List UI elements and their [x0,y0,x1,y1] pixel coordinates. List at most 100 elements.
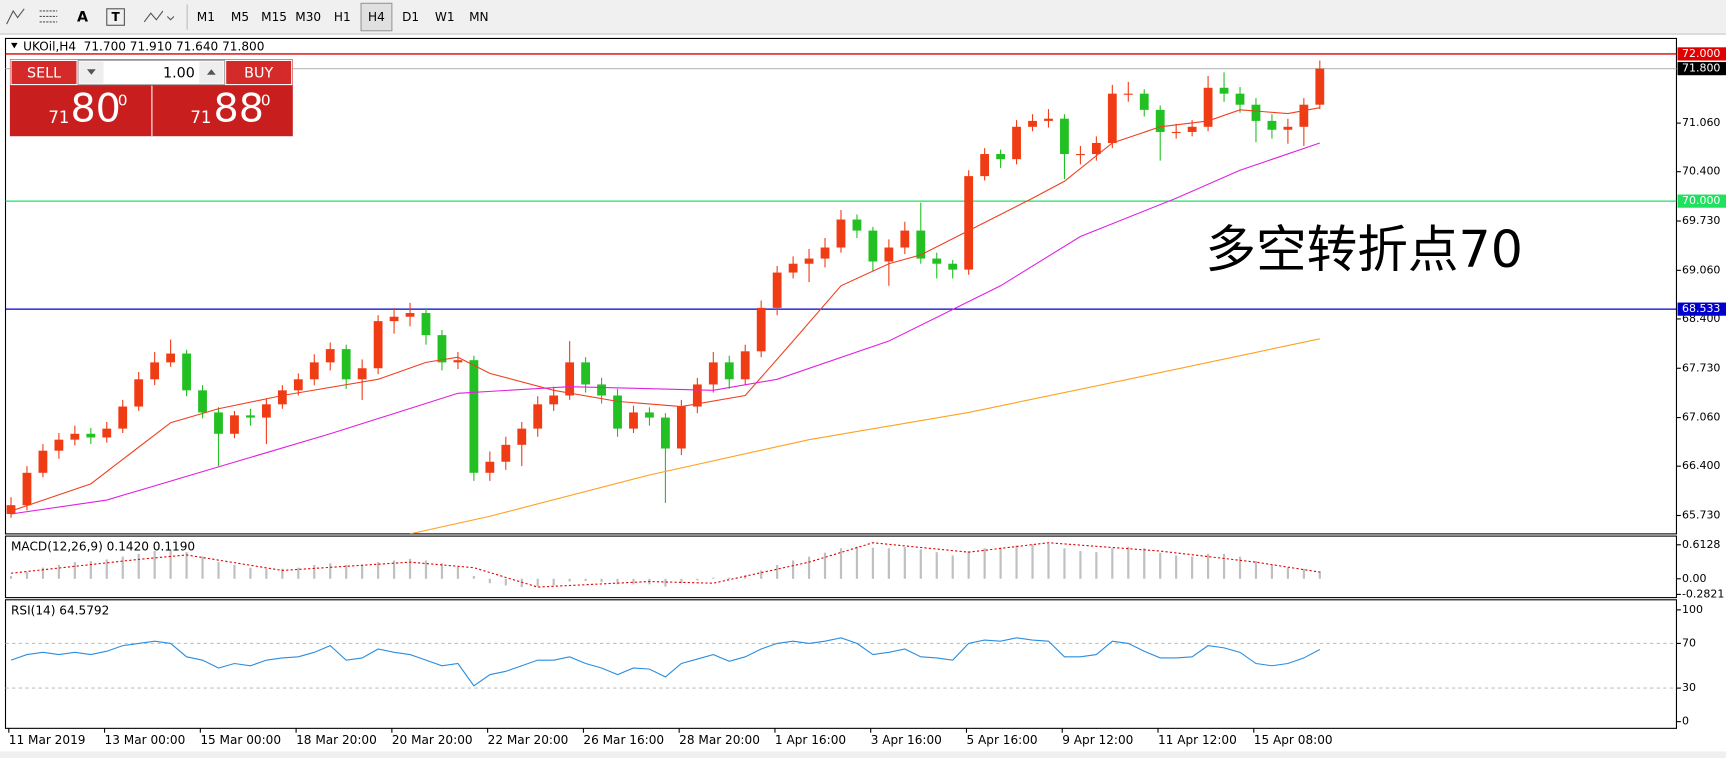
icon-arrows [143,10,175,23]
timeframe-button[interactable]: M15 [261,10,287,24]
candle-body [1091,142,1101,155]
candle-body [485,461,495,473]
candle-body [70,433,80,440]
candle-body [22,472,32,506]
candle-body [1203,87,1213,127]
candle-body [772,272,782,308]
candle-body [230,415,239,434]
timeframe-button[interactable]: M30 [295,10,321,24]
candle-body [964,176,974,270]
timeframe-button[interactable]: M5 [231,10,249,24]
candle-body [246,415,255,418]
macd-bar [951,555,954,579]
y-tick-label: 67.730 [1682,361,1720,374]
macd-bar [1238,556,1242,579]
x-tick-label: 20 Mar 20:00 [392,733,473,747]
buy-button[interactable] [225,59,293,86]
rsi-label: RSI(14) 64.5792 [11,603,109,617]
icon-chart [6,8,25,25]
down-arrow[interactable] [86,69,96,75]
buy-big[interactable]: 71 [190,108,211,127]
sell-label[interactable]: SELL [27,66,61,82]
candle-body [1123,93,1133,95]
sell-button[interactable] [10,59,78,86]
tool-label[interactable]: T [111,10,120,24]
candle-body [868,230,878,262]
macd-bar [584,578,587,581]
sell-pips[interactable]: 80 [70,85,120,131]
macd-bar [217,562,220,579]
macd-bar [440,563,444,579]
candle-body [453,360,463,363]
candle-body [692,384,702,407]
timeframe-button[interactable]: H4 [368,10,385,24]
candle-body [549,395,559,405]
macd-bar [568,578,571,582]
timeframe-button[interactable]: D1 [402,10,419,24]
buy-pips[interactable]: 88 [214,85,264,131]
x-tick-label: 26 Mar 16:00 [583,733,664,747]
tab-bar [0,751,1726,758]
candle-body [1267,120,1277,130]
active-frame[interactable] [360,2,393,32]
axes: 71.06070.40069.73069.06068.40067.73067.0… [8,47,1726,747]
candle-body [1219,87,1229,94]
icon-lines [39,10,58,23]
x-tick-label: 5 Apr 16:00 [966,733,1037,747]
collapse-icon[interactable] [11,42,18,49]
up-arrow[interactable] [206,69,216,75]
moving-average [10,107,1320,512]
macd-bar [1095,552,1098,579]
timeframe-button[interactable]: W1 [435,10,455,24]
rsi-plot [5,637,1677,689]
timeframe-button[interactable]: M1 [197,10,215,24]
tool-text[interactable]: A [77,10,88,26]
candle-body [373,321,383,369]
sell-frac[interactable]: 0 [118,92,128,110]
candle-body [389,316,399,322]
sell-big[interactable]: 71 [48,108,69,127]
candle-body [1315,68,1325,105]
macd-bar [233,564,236,579]
macd-bar [1206,553,1210,579]
level-label-bg [1677,62,1726,76]
candle-body [852,219,862,231]
macd-bar [89,561,92,579]
lots-value[interactable]: 1.00 [163,66,195,82]
macd-tick-label: -0.2821 [1682,587,1724,600]
candle-body [421,313,431,336]
candle-body [309,362,319,380]
macd-tick-label: 0.6128 [1682,538,1720,551]
y-tick-label: 65.730 [1682,508,1720,521]
trade-panel: SELL 1.00 BUY 71 80 0 71 88 0 [9,59,293,137]
macd-bar [361,564,364,579]
macd-bar [1318,571,1321,579]
timeframe-button[interactable]: MN [469,10,488,24]
macd-bar [153,551,156,579]
candle-body [804,258,814,264]
candle-body [756,307,766,352]
candle-body [613,395,622,429]
macd-bar [1111,548,1114,579]
candle-body [661,417,670,449]
buy-frac[interactable]: 0 [261,92,271,110]
rsi-tick-label: 70 [1682,636,1696,649]
candle-body [1235,93,1245,105]
macd-bar [712,577,715,579]
candle-body [836,219,846,248]
macd-bar [823,552,827,579]
level-label-bg [1677,47,1726,61]
timeframe-button[interactable]: H1 [334,10,351,24]
x-tick-label: 15 Mar 00:00 [200,733,281,747]
candle-body [1060,118,1069,155]
macd-bar [345,564,348,579]
toolbar [0,0,1726,35]
candle-body [996,154,1005,160]
macd-bar [903,547,906,579]
y-tick-label: 70.400 [1682,165,1720,178]
buy-label[interactable]: BUY [244,66,273,82]
tool-icons [6,4,188,30]
candle-body [469,360,479,473]
x-tick-label: 9 Apr 12:00 [1062,733,1133,747]
